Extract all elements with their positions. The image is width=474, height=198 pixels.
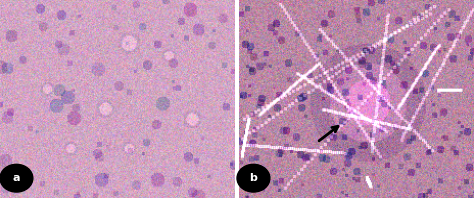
Circle shape (0, 164, 33, 192)
Text: a: a (13, 173, 20, 183)
Text: b: b (249, 173, 257, 183)
Circle shape (237, 164, 270, 192)
